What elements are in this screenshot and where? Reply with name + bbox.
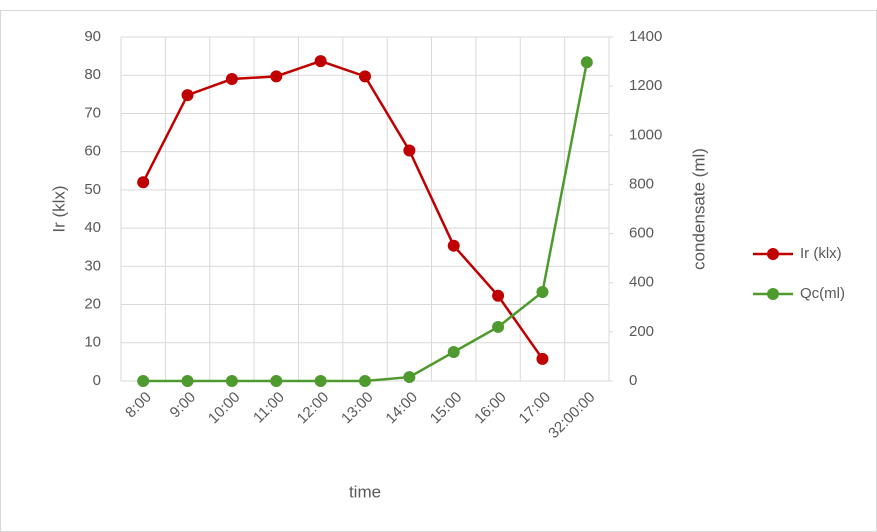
chart-frame xyxy=(0,10,877,532)
y2-tick-label: 1200 xyxy=(629,77,662,94)
y2-tick-label: 0 xyxy=(629,372,637,389)
point xyxy=(270,70,283,83)
y2-tick-label: 600 xyxy=(629,225,654,242)
point xyxy=(225,73,238,86)
y2-tick-label: 200 xyxy=(629,323,654,340)
point xyxy=(447,346,460,359)
y-tick-label: 60 xyxy=(84,143,101,160)
point xyxy=(580,56,593,69)
point xyxy=(137,375,150,387)
y-tick-label: 30 xyxy=(84,257,101,274)
y2-tick-label: 800 xyxy=(629,175,654,192)
point xyxy=(359,375,371,387)
y2-tick-label: 400 xyxy=(629,274,654,291)
point xyxy=(225,375,238,387)
point xyxy=(492,289,505,302)
point xyxy=(536,352,549,365)
point xyxy=(359,70,371,83)
point xyxy=(314,55,327,68)
legend-marker xyxy=(767,288,779,300)
y-tick-label: 20 xyxy=(84,296,101,313)
y-tick-label: 70 xyxy=(84,104,101,121)
point xyxy=(492,320,505,333)
y-tick-label: 10 xyxy=(84,334,101,351)
point xyxy=(536,286,549,299)
legend-label: Ir (klx) xyxy=(800,245,842,262)
point xyxy=(181,89,194,102)
point xyxy=(270,375,283,387)
y-tick-label: 40 xyxy=(84,219,101,236)
y2-tick-label: 1400 xyxy=(629,28,662,45)
y-tick-label: 80 xyxy=(84,66,101,83)
x-axis-title: time xyxy=(349,482,381,501)
point xyxy=(403,144,416,157)
y-tick-label: 0 xyxy=(93,372,101,389)
y-axis-title: Ir (klx) xyxy=(49,185,68,232)
y2-tick-label: 1000 xyxy=(629,126,662,143)
y2-axis-title: condensate (ml) xyxy=(689,148,708,270)
point xyxy=(137,176,150,189)
point xyxy=(403,371,416,384)
legend-marker xyxy=(767,248,779,260)
y-tick-label: 90 xyxy=(84,28,101,45)
legend-label: Qc(ml) xyxy=(800,285,845,302)
y-tick-label: 50 xyxy=(84,181,101,198)
series-line xyxy=(142,59,544,360)
point xyxy=(314,375,327,387)
point xyxy=(181,375,194,387)
point xyxy=(447,239,460,252)
